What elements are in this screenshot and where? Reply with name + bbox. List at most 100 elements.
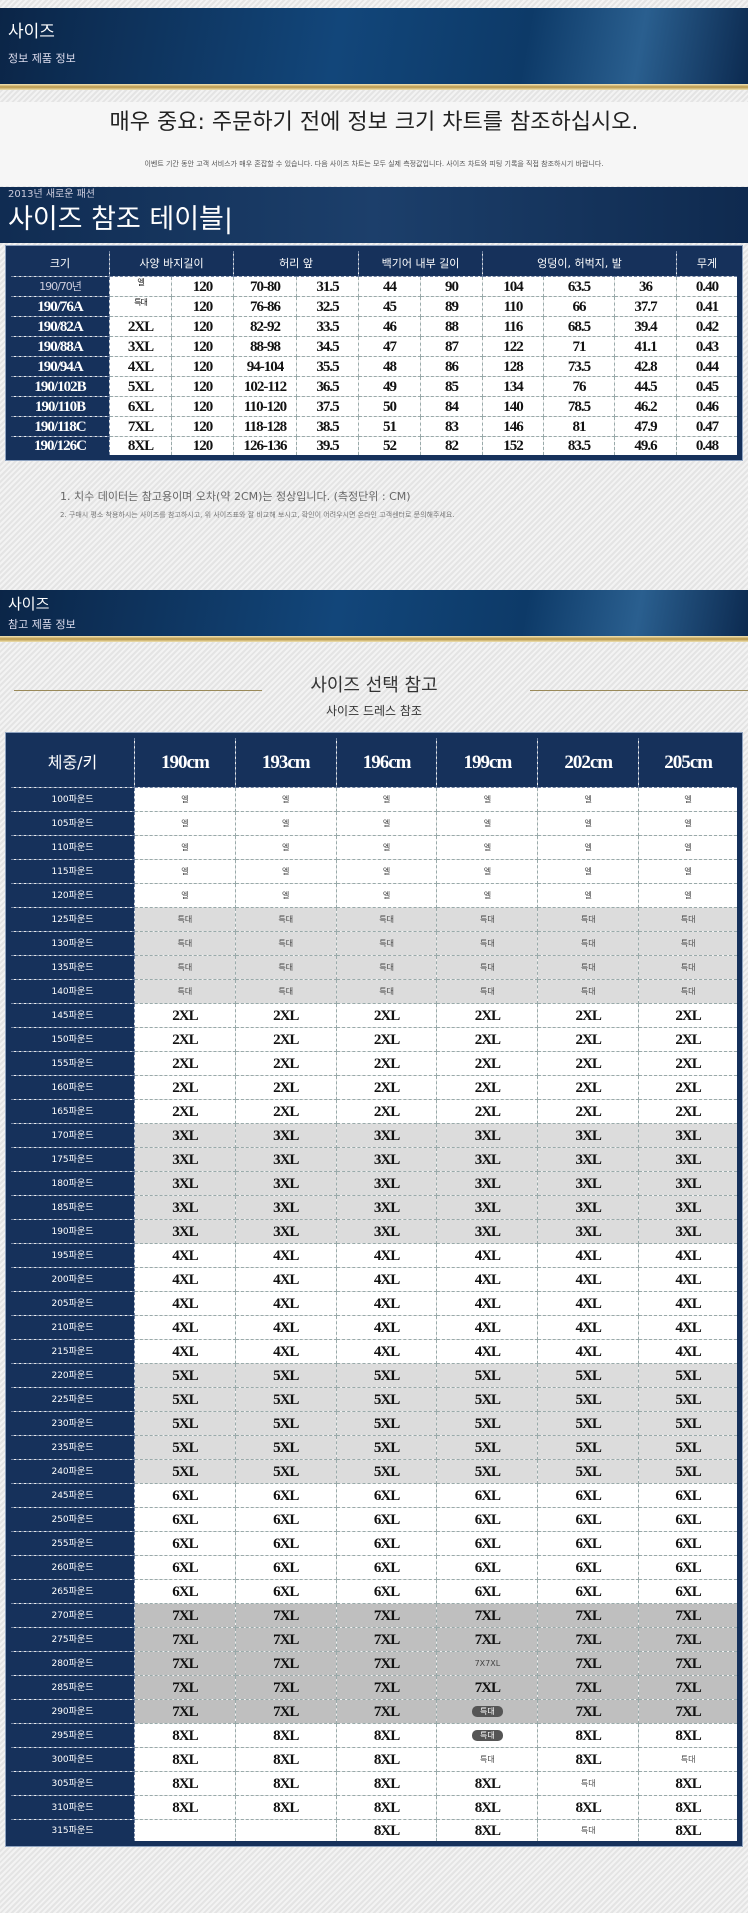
size-cell: 특대 xyxy=(436,1699,539,1724)
size-value: 6XL xyxy=(575,1511,602,1528)
size-value: 6XL xyxy=(474,1559,501,1576)
table-row: 270파운드 7XL 7XL 7XL 7XL 7XL 7XL xyxy=(8,1603,740,1628)
table-row: 210파운드 4XL 4XL 4XL 4XL 4XL 4XL xyxy=(8,1315,740,1340)
size-cell: 5XL xyxy=(335,1387,438,1412)
size-value: 특대 xyxy=(379,962,394,972)
row-size-label: 190/70년 xyxy=(8,276,110,297)
table-cell: 120 xyxy=(171,316,234,337)
table-row: 245파운드 6XL 6XL 6XL 6XL 6XL 6XL xyxy=(8,1483,740,1508)
size-value: 2XL xyxy=(575,1031,602,1048)
size-cell: 4XL xyxy=(234,1339,337,1364)
size-cell: 특대 xyxy=(638,955,740,980)
table-row: 315파운드 8XL 8XL 특대 8XL xyxy=(8,1819,740,1844)
size-value: 2XL xyxy=(273,1079,299,1096)
size-cell: 4XL xyxy=(335,1267,438,1292)
size-value: 특대 xyxy=(278,938,294,948)
size-cell: 특대 xyxy=(638,979,740,1004)
size-cell: 4XL xyxy=(335,1339,438,1364)
table-cell: 6XL xyxy=(109,396,172,417)
table-cell: 0.42 xyxy=(676,316,740,337)
size-cell: 7XL xyxy=(234,1675,337,1700)
size-value: 5XL xyxy=(675,1439,701,1456)
row-size-label: 190/76A xyxy=(8,296,110,317)
column-header: 허리 앞 xyxy=(232,248,360,277)
size-cell: 3XL xyxy=(234,1123,337,1148)
section-header: 2013년 새로운 패션 사이즈 참조 테이블| xyxy=(0,187,748,243)
size-value: 특대 xyxy=(379,938,394,948)
size-cell: 3XL xyxy=(134,1171,236,1196)
size-cell: 4XL xyxy=(436,1267,539,1292)
size-cell: 3XL xyxy=(537,1123,640,1148)
size-cell: 2XL xyxy=(335,1051,438,1076)
size-value: 5XL xyxy=(575,1391,602,1408)
size-value: 6XL xyxy=(273,1487,299,1504)
table-cell: 48 xyxy=(358,356,422,377)
table-cell: 0.46 xyxy=(676,396,740,417)
size-cell: 5XL xyxy=(134,1435,236,1460)
size-value: 8XL xyxy=(273,1751,299,1768)
row-weight-label: 190파운드 xyxy=(8,1219,135,1244)
size-cell: 엘 xyxy=(234,835,337,860)
size-value: 8XL xyxy=(675,1775,701,1792)
size-cell: 7XL xyxy=(638,1675,740,1700)
table-cell: 88-98 xyxy=(233,336,297,357)
size-cell: 8XL xyxy=(335,1747,438,1772)
size-cell: 2XL xyxy=(134,1027,236,1052)
size-cell: 8XL xyxy=(537,1795,640,1820)
size-cell: 엘 xyxy=(234,859,337,884)
size-cell: 3XL xyxy=(436,1219,539,1244)
size-cell: 8XL xyxy=(234,1747,337,1772)
size-value: 특대 xyxy=(177,986,193,996)
table-row: 165파운드 2XL 2XL 2XL 2XL 2XL 2XL xyxy=(8,1099,740,1124)
size-value: 6XL xyxy=(575,1535,602,1552)
table-cell: 118-128 xyxy=(233,416,297,437)
size-cell: 6XL xyxy=(638,1507,740,1532)
size-value: 2XL xyxy=(273,1007,299,1024)
table-cell: 120 xyxy=(171,416,234,437)
size-cell: 2XL xyxy=(537,1003,640,1028)
table-cell: 126-136 xyxy=(233,436,297,458)
size-value: 8XL xyxy=(172,1775,198,1792)
size-value: 5XL xyxy=(373,1415,400,1432)
table-row: 190/70년 엘 120 70-80 31.5 44 90 104 63.5 36 0.40 xyxy=(8,276,740,297)
size-cell: 특대 xyxy=(234,931,337,956)
table-cell: 83 xyxy=(420,416,484,437)
size-value: 6XL xyxy=(373,1511,400,1528)
size-value: 8XL xyxy=(373,1727,400,1744)
size-value: 엘 xyxy=(584,890,592,900)
size-value: 6XL xyxy=(273,1583,299,1600)
size-value: 엘 xyxy=(684,890,692,900)
size-value: 특대 xyxy=(580,914,596,924)
table-row: 190/110B 6XL 120 110-120 37.5 50 84 140 78.5 46.2… xyxy=(8,396,740,417)
size-value: 2XL xyxy=(474,1055,501,1072)
size-cell: 2XL xyxy=(335,1003,438,1028)
table-cell: 44.5 xyxy=(614,376,678,397)
size-value: 6XL xyxy=(373,1559,400,1576)
size-value: 5XL xyxy=(172,1391,198,1408)
size-cell: 엘 xyxy=(537,811,640,836)
size-value: 2XL xyxy=(575,1103,602,1120)
size-value: 3XL xyxy=(474,1199,501,1216)
table-row: 190/82A 2XL 120 82-92 33.5 46 88 116 68.5 39.4 0.4… xyxy=(8,316,740,337)
size-value: 특대 xyxy=(480,914,495,924)
size-cell: 2XL xyxy=(234,1003,337,1028)
size-cell: 4XL xyxy=(234,1243,337,1268)
size-value: 7X7XL xyxy=(474,1658,501,1668)
size-cell: 3XL xyxy=(638,1123,740,1148)
size-cell: 7XL xyxy=(335,1651,438,1676)
size-cell: 특대 xyxy=(234,955,337,980)
table-cell: 87 xyxy=(420,336,484,357)
row-weight-label: 300파운드 xyxy=(8,1747,135,1772)
table-cell: 0.41 xyxy=(676,296,740,317)
size-value: 5XL xyxy=(575,1439,602,1456)
size-value: 8XL xyxy=(575,1727,602,1744)
size-cell: 8XL xyxy=(638,1771,740,1796)
size-cell: 5XL xyxy=(234,1387,337,1412)
size-cell: 8XL xyxy=(134,1771,236,1796)
size-cell: 5XL xyxy=(436,1435,539,1460)
size-value: 4XL xyxy=(675,1247,701,1264)
row-weight-label: 250파운드 xyxy=(8,1507,135,1532)
size-cell: 4XL xyxy=(234,1315,337,1340)
size-cell: 8XL xyxy=(638,1723,740,1748)
size-cell: 엘 xyxy=(537,859,640,884)
